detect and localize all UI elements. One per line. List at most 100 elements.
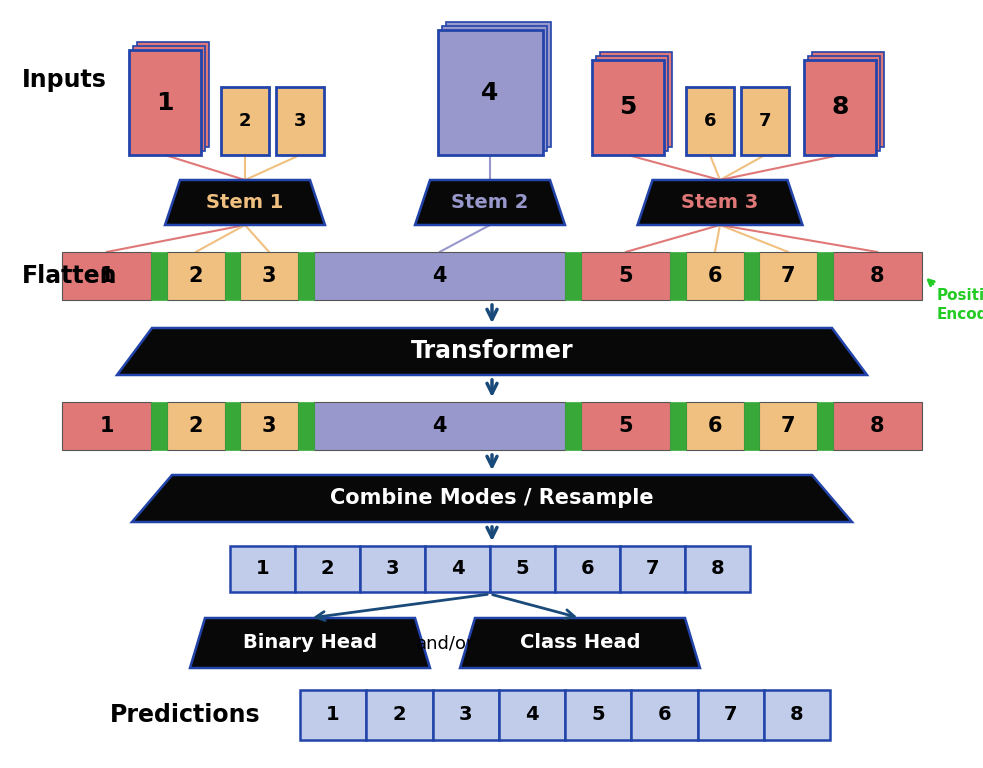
Bar — [314, 252, 565, 300]
Bar — [240, 402, 298, 450]
Bar — [314, 402, 565, 450]
Bar — [760, 402, 817, 450]
Text: 2: 2 — [239, 112, 252, 130]
Text: 3: 3 — [385, 560, 399, 578]
Bar — [600, 52, 672, 147]
Bar — [298, 402, 314, 450]
Bar — [167, 252, 224, 300]
Bar — [276, 87, 324, 155]
Bar — [592, 60, 664, 155]
Text: Transformer: Transformer — [411, 339, 573, 363]
Bar — [498, 690, 565, 740]
Bar — [62, 252, 151, 300]
Text: 2: 2 — [392, 706, 406, 724]
Bar — [300, 690, 367, 740]
Text: Positional
Encoding: Positional Encoding — [937, 288, 983, 322]
Text: 2: 2 — [189, 416, 202, 436]
Text: 2: 2 — [320, 560, 334, 578]
Bar — [817, 252, 833, 300]
Bar — [741, 87, 789, 155]
Bar — [686, 402, 744, 450]
Text: Stem 2: Stem 2 — [451, 193, 529, 212]
Text: 6: 6 — [658, 706, 671, 724]
Bar — [744, 252, 760, 300]
Text: 7: 7 — [646, 560, 660, 578]
Text: 1: 1 — [256, 560, 269, 578]
Text: 7: 7 — [723, 706, 737, 724]
Text: 3: 3 — [294, 112, 307, 130]
Bar — [698, 690, 764, 740]
Bar — [760, 252, 817, 300]
Bar — [224, 252, 240, 300]
Bar — [744, 402, 760, 450]
Text: 7: 7 — [781, 416, 795, 436]
Bar — [298, 252, 314, 300]
Bar — [620, 546, 685, 592]
Polygon shape — [415, 180, 565, 225]
Bar — [581, 252, 670, 300]
Text: 2: 2 — [189, 266, 202, 286]
Bar — [425, 546, 490, 592]
Text: Inputs: Inputs — [22, 68, 107, 92]
Bar — [295, 546, 360, 592]
Bar — [240, 252, 298, 300]
Text: Stem 3: Stem 3 — [681, 193, 759, 212]
Polygon shape — [190, 618, 430, 668]
Text: Predictions: Predictions — [110, 703, 260, 727]
Bar — [437, 30, 543, 155]
Bar — [565, 402, 581, 450]
Bar — [808, 56, 880, 151]
Bar — [137, 42, 209, 147]
Text: 5: 5 — [592, 706, 605, 724]
Text: 8: 8 — [870, 416, 885, 436]
Text: Stem 1: Stem 1 — [206, 193, 284, 212]
Text: 4: 4 — [482, 81, 498, 104]
Bar — [804, 60, 876, 155]
Bar — [133, 46, 205, 151]
Text: 4: 4 — [450, 560, 464, 578]
Text: 4: 4 — [433, 416, 447, 436]
Bar — [686, 252, 744, 300]
Text: 8: 8 — [832, 95, 848, 120]
Text: Flatten: Flatten — [22, 264, 118, 288]
Bar — [167, 402, 224, 450]
Text: 5: 5 — [619, 95, 637, 120]
Text: 8: 8 — [870, 266, 885, 286]
Bar — [833, 252, 922, 300]
Text: 6: 6 — [704, 112, 717, 130]
Bar — [596, 56, 668, 151]
Bar — [367, 690, 433, 740]
Text: 4: 4 — [433, 266, 447, 286]
Polygon shape — [460, 618, 700, 668]
Text: 7: 7 — [759, 112, 772, 130]
Bar — [221, 87, 269, 155]
Text: 8: 8 — [711, 560, 724, 578]
Bar — [445, 22, 550, 147]
Text: 1: 1 — [156, 91, 174, 114]
Text: 3: 3 — [261, 416, 276, 436]
Bar — [224, 402, 240, 450]
Bar — [151, 402, 167, 450]
Text: 3: 3 — [459, 706, 473, 724]
Bar — [490, 546, 555, 592]
Bar — [441, 26, 547, 151]
Polygon shape — [132, 475, 852, 522]
Text: Class Head: Class Head — [520, 634, 640, 653]
Text: 7: 7 — [781, 266, 795, 286]
Bar — [685, 546, 750, 592]
Bar — [670, 252, 686, 300]
Text: 1: 1 — [326, 706, 340, 724]
Bar — [686, 87, 734, 155]
Text: 3: 3 — [261, 266, 276, 286]
Bar — [433, 690, 498, 740]
Text: 5: 5 — [618, 416, 633, 436]
Text: 1: 1 — [99, 416, 114, 436]
Text: 5: 5 — [618, 266, 633, 286]
Text: 6: 6 — [708, 266, 723, 286]
Bar — [631, 690, 698, 740]
Polygon shape — [165, 180, 325, 225]
Text: 8: 8 — [790, 706, 804, 724]
Bar — [555, 546, 620, 592]
Bar — [764, 690, 830, 740]
Bar — [817, 402, 833, 450]
